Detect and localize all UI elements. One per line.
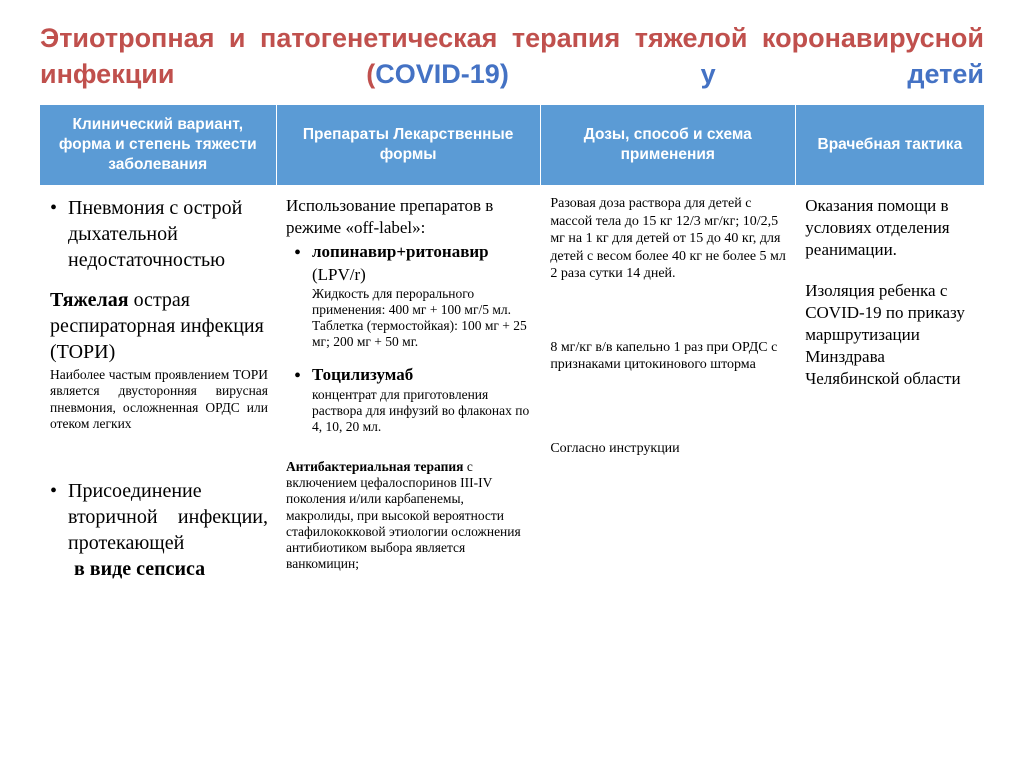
th-tactics: Врачебная тактика — [795, 105, 984, 185]
slide-container: Этиотропная и патогенетическая терапия т… — [0, 0, 1024, 626]
title-covid: COVID-19 — [375, 59, 500, 89]
dose-3: Согласно инструкции — [550, 440, 787, 458]
tactic-1: Оказания помощи в условиях отделения реа… — [805, 195, 976, 261]
tactic-2: Изоляция ребенка с COVID-19 по приказу м… — [805, 280, 976, 390]
drug-antibacterial: Антибактериальная терапия с включением ц… — [286, 459, 532, 572]
therapy-table: Клинический вариант, форма и степень тяж… — [40, 105, 984, 606]
th-drugs: Препараты Лекарственные формы — [276, 105, 540, 185]
cell-clinical: Пневмония с острой дыхательной недостато… — [40, 185, 276, 606]
tori-note: Наиболее частым проявлением ТОРИ являетс… — [50, 367, 268, 432]
title-part2: ) у детей — [500, 59, 984, 89]
drug-lopinavir: лопинавир+ритонавир (LPV/r) Жидкость для… — [312, 241, 532, 350]
th-doses: Дозы, способ и схема применения — [540, 105, 795, 185]
table-header-row: Клинический вариант, форма и степень тяж… — [40, 105, 984, 185]
drugs-intro: Использование препаратов в режиме «off-l… — [286, 195, 532, 239]
clinical-item-2: Присоединение вторичной инфекции, протек… — [68, 478, 268, 582]
slide-title: Этиотропная и патогенетическая терапия т… — [40, 20, 984, 93]
table-row: Пневмония с острой дыхательной недостато… — [40, 185, 984, 606]
tori-line: Тяжелая острая респираторная инфекция (Т… — [50, 287, 268, 365]
cell-tactics: Оказания помощи в условиях отделения реа… — [795, 185, 984, 606]
dose-1: Разовая доза раствора для детей с массой… — [550, 195, 787, 283]
clinical-item-1: Пневмония с острой дыхательной недостато… — [68, 195, 268, 273]
th-clinical: Клинический вариант, форма и степень тяж… — [40, 105, 276, 185]
cell-doses: Разовая доза раствора для детей с массой… — [540, 185, 795, 606]
dose-2: 8 мг/кг в/в капельно 1 раз при ОРДС с пр… — [550, 339, 787, 374]
cell-drugs: Использование препаратов в режиме «off-l… — [276, 185, 540, 606]
drug-tocilizumab: Тоцилизумаб концентрат для приготовления… — [312, 364, 532, 435]
